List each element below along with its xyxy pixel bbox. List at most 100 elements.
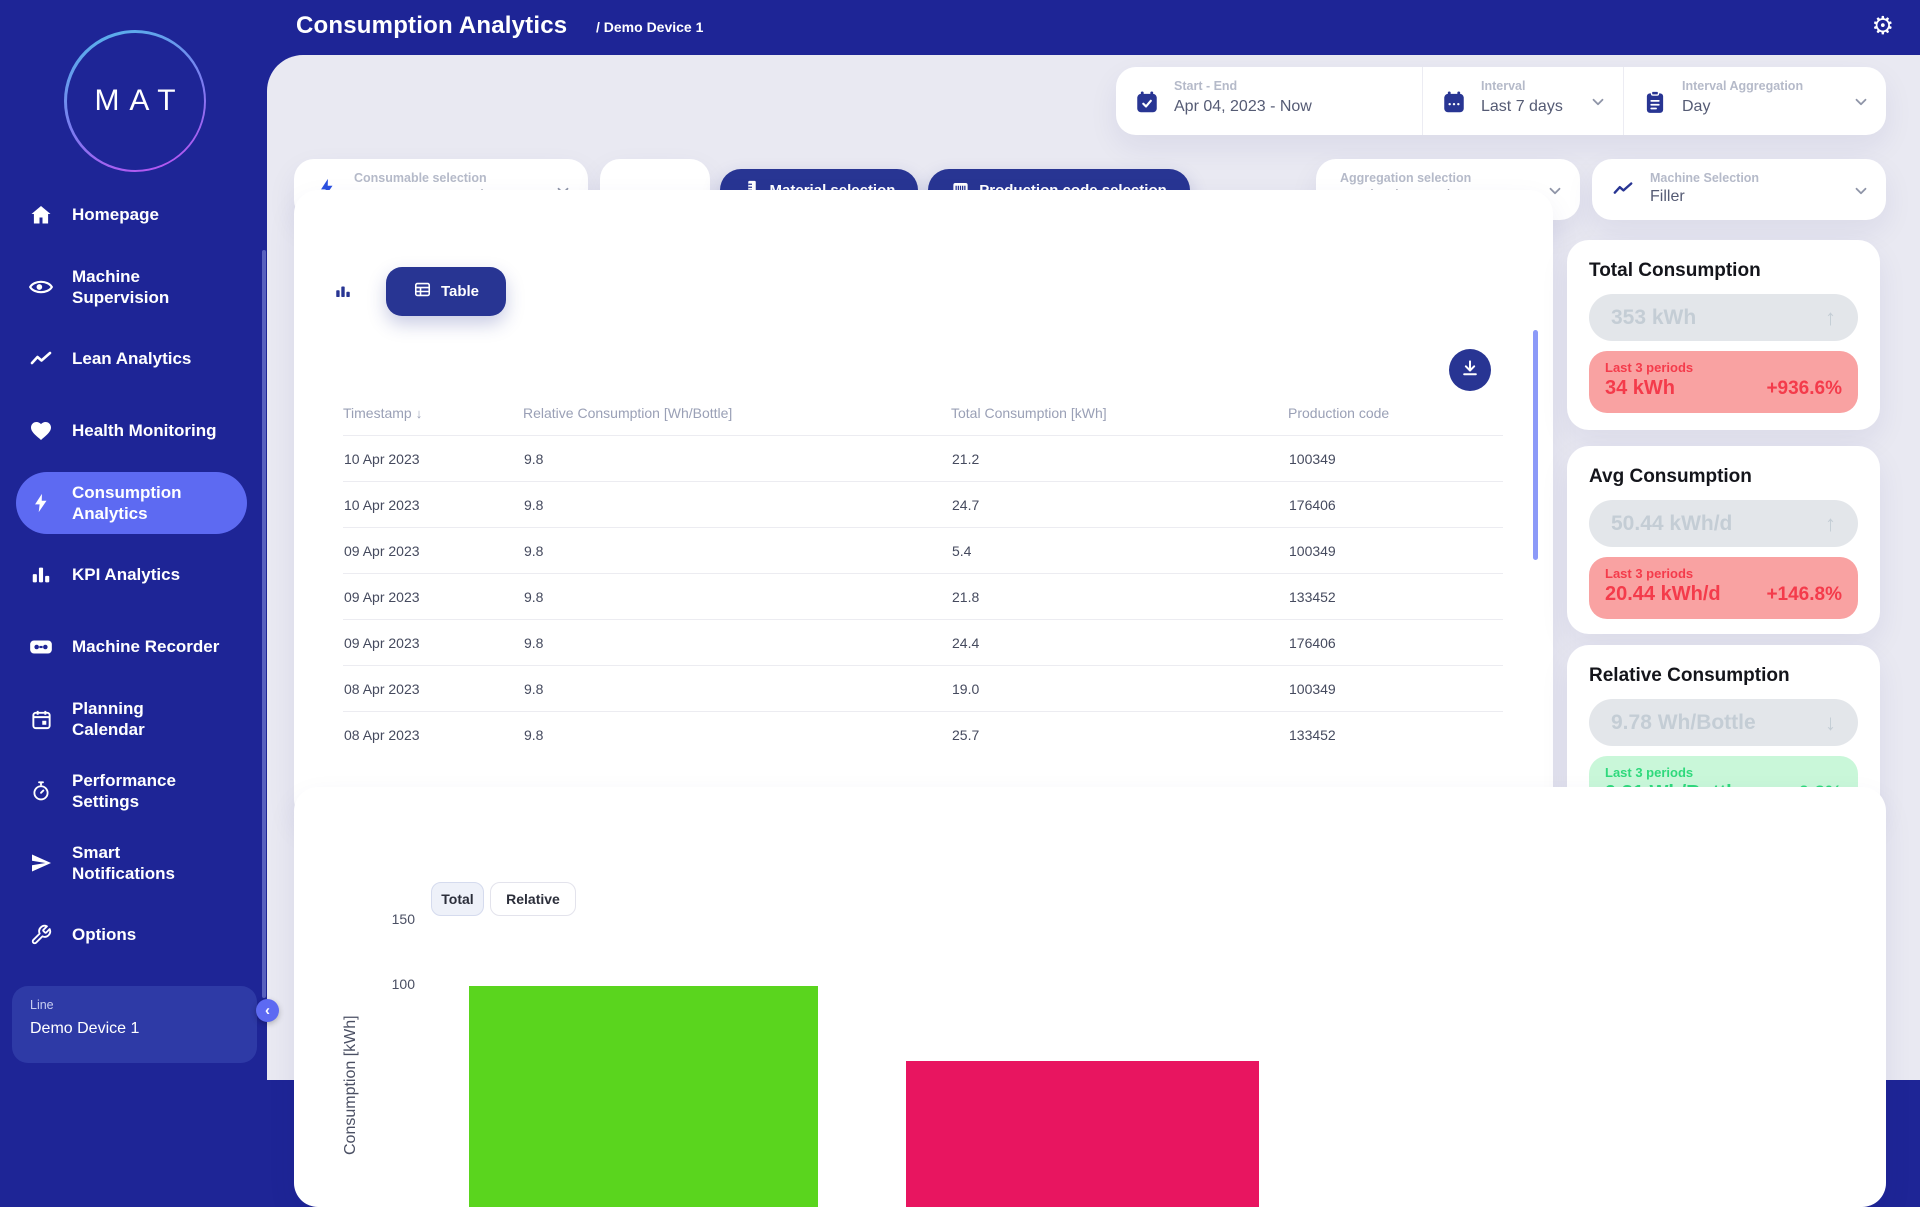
stat-title: Relative Consumption (1589, 665, 1790, 686)
stat-title: Total Consumption (1589, 260, 1761, 281)
table-grid-icon (413, 280, 432, 303)
y-axis-label: Consumption [kWh] (342, 1015, 359, 1155)
chevron-down-icon (1852, 182, 1870, 200)
sidebar-item-homepage[interactable]: Homepage (0, 179, 267, 251)
trend-down-icon: ↓ (1825, 709, 1836, 735)
sidebar-item-health-monitoring[interactable]: Health Monitoring (0, 395, 267, 467)
sort-desc-icon[interactable]: ↓ (415, 406, 423, 421)
avg-consumption-card: Avg Consumption 50.44 kWh/d ↑ Last 3 per… (1567, 446, 1880, 634)
download-button[interactable] (1449, 349, 1491, 391)
sidebar-scrollbar[interactable] (262, 250, 266, 998)
sidebar-item-label: Smart Notifications (72, 842, 175, 883)
bar-chart-icon (28, 562, 54, 588)
period-label: Last 3 periods (1605, 566, 1694, 581)
calendar-check-icon (1134, 89, 1160, 115)
chart-toggle-relative[interactable]: Relative (490, 882, 576, 916)
interval-value: Last 7 days (1481, 98, 1563, 115)
table-view-button[interactable]: Table (386, 267, 506, 316)
start-end-value: Apr 04, 2023 - Now (1174, 98, 1312, 115)
stat-period-pill: Last 3 periods 34 kWh +936.6% (1589, 351, 1858, 413)
stat-current-value: 9.78 Wh/Bottle (1611, 710, 1756, 734)
calendar-icon (1441, 89, 1467, 115)
paper-plane-icon (28, 850, 54, 876)
sidebar-item-performance-settings[interactable]: Performance Settings (0, 755, 267, 827)
consumption-table: Timestamp ↓ Relative Consumption [Wh/Bott… (343, 405, 1503, 758)
table-scrollbar[interactable] (1533, 330, 1538, 560)
chevron-left-icon: ‹ (265, 1002, 270, 1019)
stopwatch-icon (28, 778, 54, 804)
column-header-relative-consumption[interactable]: Relative Consumption [Wh/Bottle] (523, 405, 733, 421)
sidebar-item-label: Machine Supervision (72, 266, 170, 307)
trend-up-icon: ↑ (1825, 510, 1836, 536)
sidebar-item-options[interactable]: Options (0, 899, 267, 971)
table-row[interactable]: 08 Apr 2023 9.8 19.0 100349 (343, 665, 1503, 712)
page-title: Consumption Analytics (296, 12, 568, 39)
start-end-filter[interactable]: Start - End Apr 04, 2023 - Now (1116, 67, 1422, 135)
filter-label: Aggregation selection (1340, 171, 1472, 185)
sidebar-item-label: Planning Calendar (72, 698, 145, 739)
sidebar-item-consumption-analytics[interactable]: Consumption Analytics (0, 467, 267, 539)
table-row[interactable]: 09 Apr 2023 9.8 5.4 100349 (343, 527, 1503, 574)
top-bar: Consumption Analytics / Demo Device 1 ⚙ (0, 0, 1920, 55)
main-content: Start - End Apr 04, 2023 - Now Interval … (267, 55, 1920, 1207)
device-name: Demo Device 1 (30, 1020, 140, 1037)
table-row[interactable]: 10 Apr 2023 9.8 24.7 176406 (343, 481, 1503, 528)
sidebar-item-smart-notifications[interactable]: Smart Notifications (0, 827, 267, 899)
stat-period-pill: Last 3 periods 20.44 kWh/d +146.8% (1589, 557, 1858, 619)
filter-label: Machine Selection (1650, 171, 1760, 185)
sidebar-item-planning-calendar[interactable]: Planning Calendar (0, 683, 267, 755)
chevron-down-icon (1589, 93, 1607, 111)
machine-selection-dropdown[interactable]: Machine Selection Filler (1592, 159, 1886, 220)
column-header-timestamp[interactable]: Timestamp (343, 405, 412, 421)
sidebar-item-label: Lean Analytics (72, 349, 192, 369)
filter-label: Consumable selection (354, 171, 487, 185)
sidebar-item-label: Performance Settings (72, 770, 176, 811)
eye-icon (28, 274, 54, 300)
chart-bar[interactable] (469, 986, 818, 1207)
sidebar-collapse-button[interactable]: ‹ (256, 999, 279, 1022)
sidebar-item-machine-recorder[interactable]: Machine Recorder (0, 611, 267, 683)
filter-label: Interval Aggregation (1682, 79, 1804, 93)
calendar-icon (28, 706, 54, 732)
home-icon (28, 202, 54, 228)
column-header-production-code[interactable]: Production code (1288, 405, 1390, 421)
interval-filter[interactable]: Interval Last 7 days (1422, 67, 1623, 135)
filter-label: Interval (1481, 79, 1526, 93)
consumption-table-card: Table Timestamp ↓ Relative Consumption [W… (294, 190, 1553, 823)
trend-line-icon (1612, 178, 1634, 205)
table-row[interactable]: 09 Apr 2023 9.8 24.4 176406 (343, 619, 1503, 666)
sidebar-item-label: Machine Recorder (72, 637, 220, 657)
sidebar-item-kpi-analytics[interactable]: KPI Analytics (0, 539, 267, 611)
interval-aggregation-filter[interactable]: Interval Aggregation Day (1623, 67, 1886, 135)
chart-view-icon[interactable] (334, 282, 352, 300)
period-value: 20.44 kWh/d (1605, 583, 1721, 605)
app-logo: MAT (64, 30, 206, 172)
sidebar-item-lean-analytics[interactable]: Lean Analytics (0, 323, 267, 395)
chevron-down-icon (1546, 182, 1564, 200)
interval-aggregation-value: Day (1682, 98, 1711, 115)
consumption-chart-card: Total Relative Consumption [kWh] 150 100 (294, 787, 1886, 1207)
table-row[interactable]: 09 Apr 2023 9.8 21.8 133452 (343, 573, 1503, 620)
logo-text: MAT (94, 84, 186, 117)
trend-line-icon (28, 346, 54, 372)
cassette-icon (28, 634, 54, 660)
trend-up-icon: ↑ (1825, 304, 1836, 330)
column-header-total-consumption[interactable]: Total Consumption [kWh] (951, 405, 1107, 421)
device-type-label: Line (30, 998, 54, 1012)
sidebar-item-machine-supervision[interactable]: Machine Supervision (0, 251, 267, 323)
table-row[interactable]: 10 Apr 2023 9.8 21.2 100349 (343, 435, 1503, 482)
sidebar-item-label: Options (72, 925, 137, 945)
breadcrumb: / Demo Device 1 (596, 19, 704, 35)
button-label: Table (440, 283, 480, 300)
stat-current-value: 353 kWh (1611, 305, 1697, 329)
date-filter-bar: Start - End Apr 04, 2023 - Now Interval … (1116, 67, 1886, 135)
chart-toggle-total[interactable]: Total (431, 882, 484, 916)
sidebar-item-label: Consumption Analytics (72, 482, 182, 523)
sidebar-item-label: Homepage (72, 205, 159, 225)
sidebar-item-label: Health Monitoring (72, 421, 217, 441)
device-card[interactable]: Line Demo Device 1 (12, 986, 257, 1063)
table-row[interactable]: 08 Apr 2023 9.8 25.7 133452 (343, 711, 1503, 758)
settings-gear-icon[interactable]: ⚙ (1871, 12, 1894, 40)
chart-bar[interactable] (906, 1061, 1259, 1207)
sidebar-item-label: KPI Analytics (72, 565, 181, 585)
